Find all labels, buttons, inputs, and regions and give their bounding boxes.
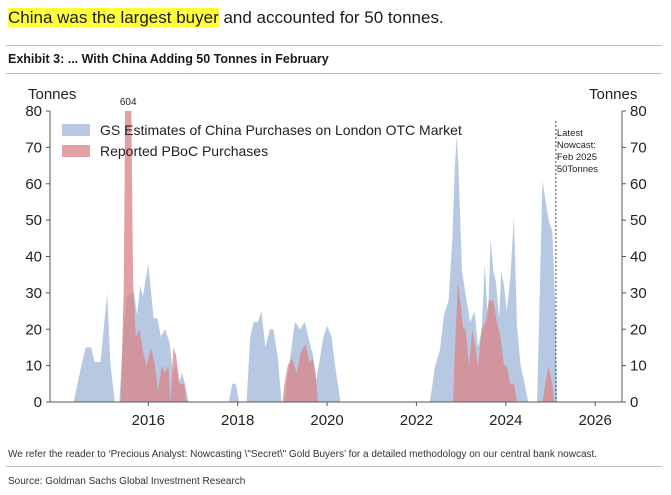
legend-label-gs: GS Estimates of China Purchases on Londo… — [100, 122, 462, 138]
pboc-purchases-area — [120, 111, 555, 402]
nowcast-label-line: Feb 2025 — [557, 152, 597, 163]
y-tick-label-left: 40 — [25, 249, 42, 266]
y-tick-label-left: 60 — [25, 176, 42, 193]
methodology-note: We refer the reader to ‘Precious Analyst… — [8, 449, 598, 460]
y-tick-label-left: 0 — [34, 394, 42, 411]
nowcast-label-line: Nowcast: — [557, 140, 596, 151]
series-layer — [73, 111, 558, 402]
y-tick-label-left: 80 — [25, 103, 42, 120]
title-rule — [6, 73, 662, 74]
headline-highlight: China was the largest buyer — [8, 8, 219, 27]
y-tick-label-right: 80 — [630, 103, 647, 120]
y-tick-label-right: 10 — [630, 358, 647, 375]
headline-rest: and accounted for 50 tonnes. — [218, 8, 444, 27]
footer-rule — [6, 466, 662, 467]
y-tick-label-left: 70 — [25, 139, 42, 156]
nowcast-label-line: Latest — [557, 128, 583, 139]
y-tick-label-right: 50 — [630, 212, 647, 229]
legend-label-pboc: Reported PBoC Purchases — [100, 143, 268, 159]
y-tick-label-right: 30 — [630, 285, 647, 302]
source-line: Source: Goldman Sachs Global Investment … — [8, 476, 246, 487]
x-tick-label: 2016 — [132, 412, 165, 429]
x-tick-label: 2022 — [400, 412, 433, 429]
x-tick-label: 2020 — [310, 412, 343, 429]
nowcast-label-line: 50Tonnes — [557, 164, 598, 175]
y-axis-title-right: Tonnes — [589, 86, 637, 103]
top-rule — [6, 45, 662, 46]
x-tick-label: 2026 — [579, 412, 612, 429]
y-tick-label-right: 20 — [630, 321, 647, 338]
peak-annotation: 604 — [120, 97, 137, 108]
exhibit-title: Exhibit 3: ... With China Adding 50 Tonn… — [8, 52, 329, 66]
y-tick-label-right: 60 — [630, 176, 647, 193]
y-tick-label-right: 70 — [630, 139, 647, 156]
y-tick-label-right: 40 — [630, 249, 647, 266]
x-tick-label: 2024 — [489, 412, 522, 429]
headline: China was the largest buyer and accounte… — [8, 6, 444, 30]
y-tick-label-left: 30 — [25, 285, 42, 302]
x-tick-label: 2018 — [221, 412, 254, 429]
y-axis-title-left: Tonnes — [28, 86, 76, 103]
axes-layer — [46, 110, 626, 406]
y-tick-label-right: 0 — [630, 394, 638, 411]
y-tick-label-left: 10 — [25, 358, 42, 375]
legend-swatch-gs — [62, 124, 90, 136]
y-tick-label-left: 20 — [25, 321, 42, 338]
y-tick-label-left: 50 — [25, 212, 42, 229]
legend-swatch-pboc — [62, 145, 90, 157]
